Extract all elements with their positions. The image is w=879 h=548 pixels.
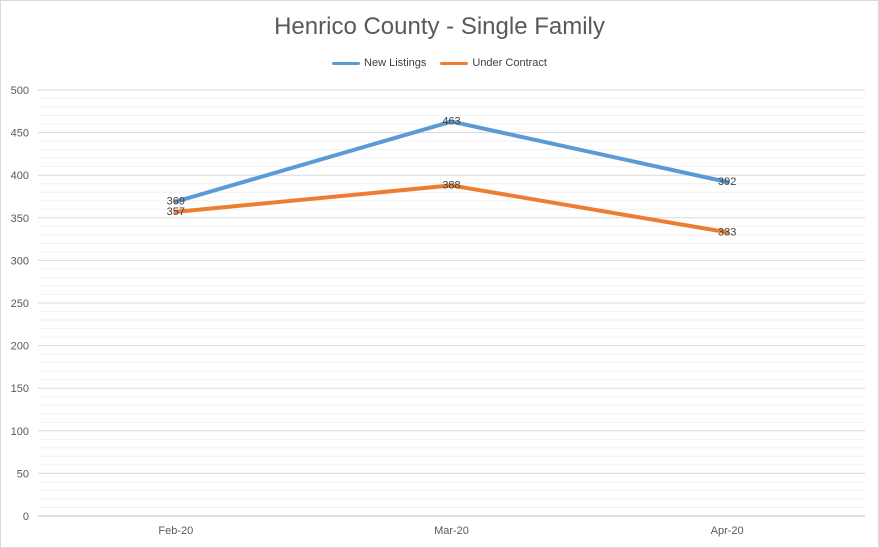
- legend-swatch-new-listings: [332, 61, 361, 65]
- legend-label-new-listings: New Listings: [364, 57, 427, 69]
- series-line-under-contract: [173, 183, 730, 235]
- y-tick-label: 0: [23, 511, 29, 523]
- y-tick-label: 200: [11, 341, 29, 353]
- chart-legend: New Listings Under Contract: [1, 57, 878, 69]
- data-label: 388: [442, 179, 460, 191]
- x-tick-label: Mar-20: [434, 525, 469, 537]
- data-label: 333: [718, 226, 736, 238]
- data-label: 369: [167, 196, 185, 208]
- y-tick-label: 400: [11, 170, 29, 182]
- legend-swatch-under-contract: [440, 61, 469, 65]
- legend-item-under-contract: Under Contract: [440, 57, 547, 69]
- y-tick-label: 350: [11, 213, 29, 225]
- y-tick-label: 100: [11, 426, 29, 438]
- data-label: 463: [442, 116, 460, 128]
- chart-title: Henrico County - Single Family: [274, 13, 605, 40]
- y-tick-label: 250: [11, 298, 29, 310]
- x-tick-label: Feb-20: [158, 525, 193, 537]
- series-line-new-listings: [173, 119, 730, 204]
- legend-item-new-listings: New Listings: [332, 57, 426, 69]
- x-tick-label: Apr-20: [711, 525, 744, 537]
- y-tick-label: 50: [17, 468, 29, 480]
- data-label: 392: [718, 176, 736, 188]
- y-tick-label: 450: [11, 128, 29, 140]
- y-tick-label: 500: [11, 85, 29, 97]
- legend-label-under-contract: Under Contract: [472, 57, 547, 69]
- data-label: 357: [167, 206, 185, 218]
- y-tick-label: 150: [11, 383, 29, 395]
- y-tick-label: 300: [11, 255, 29, 267]
